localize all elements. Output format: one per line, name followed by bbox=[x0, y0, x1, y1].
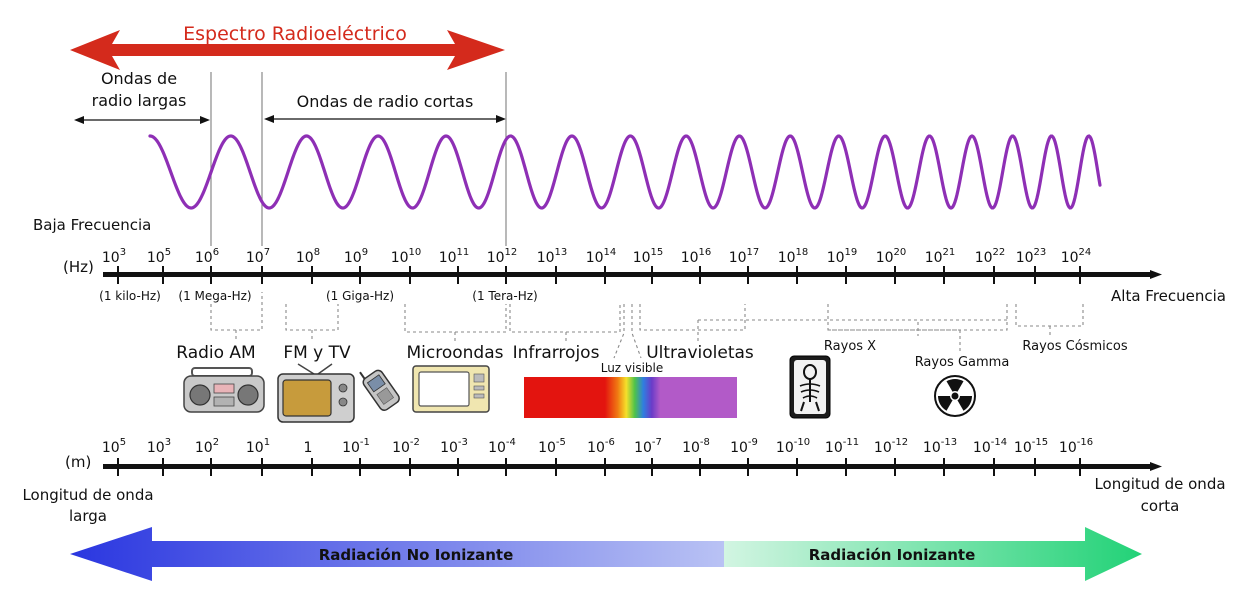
note-1-gigahz: (1 Giga-Hz) bbox=[326, 289, 394, 303]
microwave-oven-icon bbox=[412, 365, 490, 413]
wavelength-ticks bbox=[117, 458, 1081, 476]
frequency-tick-label-6: 1010 bbox=[391, 247, 422, 266]
visible-spectrum-bar bbox=[524, 377, 737, 418]
wavelength-tick-label-9: 10-5 bbox=[538, 437, 566, 456]
frequency-tick-label-20: 1024 bbox=[1061, 247, 1092, 266]
region-brackets bbox=[210, 292, 1084, 359]
wavelength-tick-label-2: 102 bbox=[195, 437, 219, 456]
frequency-tick-label-2: 106 bbox=[195, 247, 219, 266]
frequency-tick-label-12: 1016 bbox=[681, 247, 712, 266]
region-gamma: Rayos Gamma bbox=[915, 355, 1010, 370]
xray-icon bbox=[789, 355, 831, 419]
wavelength-tick-label-1: 103 bbox=[147, 437, 171, 456]
short-wavelength-label-line1: Longitud de onda bbox=[1094, 475, 1225, 493]
frequency-tick-label-10: 1014 bbox=[586, 247, 617, 266]
region-visible-light: Luz visible bbox=[601, 361, 664, 375]
note-1-kilohz: (1 kilo-Hz) bbox=[99, 289, 161, 303]
region-ultraviolet: Ultravioletas bbox=[646, 343, 754, 363]
wavelength-tick-label-15: 10-11 bbox=[825, 437, 859, 456]
title-arrow bbox=[70, 30, 505, 70]
frequency-tick-label-0: 103 bbox=[102, 247, 126, 266]
wavelength-tick-labels: 105 103 102 101 1 10-1 10-2 10-3 10-4 10-5 10-6 10-… bbox=[102, 437, 1093, 456]
non-ionizing-label: Radiación No Ionizante bbox=[319, 546, 514, 564]
frequency-wave bbox=[148, 134, 1102, 210]
frequency-tick-label-19: 1023 bbox=[1016, 247, 1047, 266]
short-radio-label: Ondas de radio cortas bbox=[297, 92, 474, 111]
frequency-tick-labels: 103 105 106 107 108 109 1010 1011 1012 1013 1014 10… bbox=[102, 247, 1091, 266]
non-ionizing-arrow bbox=[70, 527, 724, 581]
long-radio-label-line2: radio largas bbox=[92, 91, 187, 110]
wavelength-tick-label-10: 10-6 bbox=[587, 437, 615, 456]
radio-icon bbox=[183, 367, 265, 413]
frequency-tick-label-7: 1011 bbox=[439, 247, 470, 266]
wavelength-tick-label-20: 10-16 bbox=[1059, 437, 1093, 456]
low-frequency-label: Baja Frecuencia bbox=[33, 216, 151, 234]
frequency-tick-label-9: 1013 bbox=[537, 247, 568, 266]
wavelength-tick-label-4: 1 bbox=[304, 440, 313, 456]
page-title: Espectro Radioeléctrico bbox=[183, 23, 407, 45]
frequency-tick-label-16: 1020 bbox=[876, 247, 907, 266]
short-radio-range-arrow bbox=[264, 115, 506, 123]
long-radio-range-arrow bbox=[74, 116, 210, 124]
wavelength-axis bbox=[103, 462, 1162, 471]
wavelength-tick-label-17: 10-13 bbox=[923, 437, 957, 456]
wavelength-tick-label-6: 10-2 bbox=[392, 437, 420, 456]
wavelength-tick-label-19: 10-15 bbox=[1014, 437, 1048, 456]
wavelength-tick-label-13: 10-9 bbox=[730, 437, 758, 456]
region-microwaves: Microondas bbox=[407, 343, 504, 363]
region-infrared: Infrarrojos bbox=[513, 343, 600, 363]
frequency-tick-label-5: 109 bbox=[344, 247, 368, 266]
frequency-tick-label-18: 1022 bbox=[975, 247, 1006, 266]
frequency-tick-label-13: 1017 bbox=[729, 247, 760, 266]
region-cosmic: Rayos Cósmicos bbox=[1022, 339, 1127, 354]
wavelength-tick-label-5: 10-1 bbox=[342, 437, 370, 456]
ionizing-label: Radiación Ionizante bbox=[809, 546, 976, 564]
frequency-unit: (Hz) bbox=[63, 258, 94, 276]
wavelength-tick-label-14: 10-10 bbox=[776, 437, 810, 456]
wavelength-tick-label-8: 10-4 bbox=[488, 437, 516, 456]
frequency-tick-label-17: 1021 bbox=[925, 247, 956, 266]
cellphone-icon bbox=[359, 369, 400, 411]
frequency-tick-label-1: 105 bbox=[147, 247, 171, 266]
frequency-tick-label-3: 107 bbox=[246, 247, 270, 266]
wavelength-tick-label-18: 10-14 bbox=[973, 437, 1007, 456]
note-1-terahz: (1 Tera-Hz) bbox=[472, 289, 537, 303]
wavelength-tick-label-11: 10-7 bbox=[634, 437, 662, 456]
long-wavelength-label-line2: larga bbox=[69, 507, 107, 525]
wavelength-tick-label-16: 10-12 bbox=[874, 437, 908, 456]
high-frequency-label: Alta Frecuencia bbox=[1111, 287, 1226, 305]
region-fm-tv: FM y TV bbox=[283, 343, 351, 363]
wavelength-tick-label-3: 101 bbox=[246, 437, 270, 456]
wavelength-tick-label-7: 10-3 bbox=[440, 437, 468, 456]
short-wavelength-label-line2: corta bbox=[1141, 497, 1180, 515]
region-radio-am: Radio AM bbox=[176, 343, 255, 363]
wavelength-tick-label-0: 105 bbox=[102, 437, 126, 456]
tv-icon bbox=[277, 363, 355, 423]
wavelength-unit: (m) bbox=[65, 453, 91, 471]
frequency-tick-label-8: 1012 bbox=[487, 247, 518, 266]
wavelength-tick-label-12: 10-8 bbox=[682, 437, 710, 456]
radiation-icon bbox=[934, 375, 976, 417]
frequency-axis bbox=[103, 270, 1162, 279]
ionizing-arrow bbox=[724, 527, 1142, 581]
note-1-megahz: (1 Mega-Hz) bbox=[178, 289, 251, 303]
region-xrays: Rayos X bbox=[824, 339, 876, 354]
long-radio-label-line1: Ondas de bbox=[101, 69, 177, 88]
frequency-tick-label-15: 1019 bbox=[827, 247, 858, 266]
range-dividers bbox=[210, 72, 507, 246]
long-wavelength-label-line1: Longitud de onda bbox=[22, 486, 153, 504]
frequency-tick-label-14: 1018 bbox=[778, 247, 809, 266]
frequency-tick-label-11: 1015 bbox=[633, 247, 664, 266]
frequency-ticks bbox=[117, 266, 1081, 284]
frequency-tick-label-4: 108 bbox=[296, 247, 320, 266]
